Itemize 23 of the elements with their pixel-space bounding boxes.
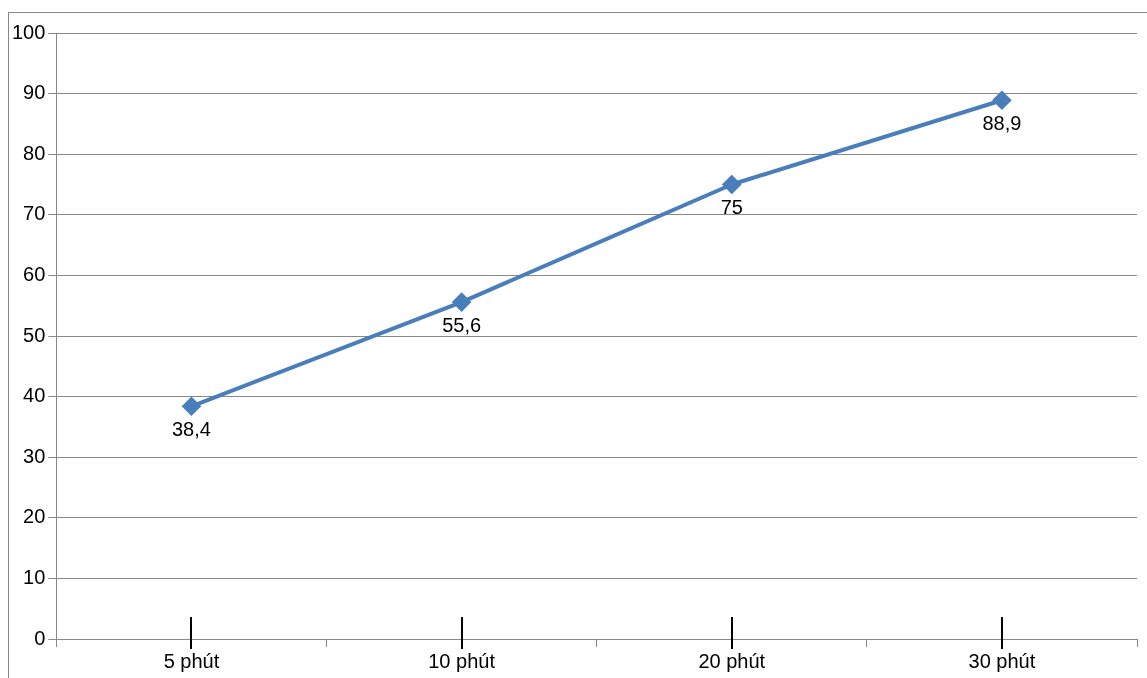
- data-label: 38,4: [171, 417, 211, 440]
- y-tick-label: 90: [23, 81, 46, 104]
- x-tick-label: 5 phút: [163, 649, 220, 672]
- x-tick-label: 10 phút: [428, 649, 496, 672]
- x-tick-label: 20 phút: [698, 649, 766, 672]
- data-label: 55,6: [442, 313, 482, 336]
- point: [182, 397, 201, 416]
- point: [452, 293, 471, 312]
- y-tick-label: 60: [23, 262, 46, 285]
- x-tick-label: 30 phút: [968, 649, 1036, 672]
- point: [992, 91, 1011, 110]
- y-tick-label: 80: [23, 141, 46, 164]
- y-tick-label: 10: [23, 565, 46, 588]
- y-tick-label: 100: [11, 20, 46, 43]
- y-tick-label: 50: [23, 323, 46, 346]
- y-tick-label: 30: [23, 444, 46, 467]
- y-tick-label: 40: [23, 384, 46, 407]
- data-label: 75: [720, 196, 743, 219]
- y-tick-label: 20: [23, 505, 46, 528]
- point: [722, 175, 741, 194]
- y-tick-label: 70: [23, 202, 46, 225]
- y-tick-label: 0: [34, 626, 46, 649]
- data-label: 88,9: [982, 111, 1022, 134]
